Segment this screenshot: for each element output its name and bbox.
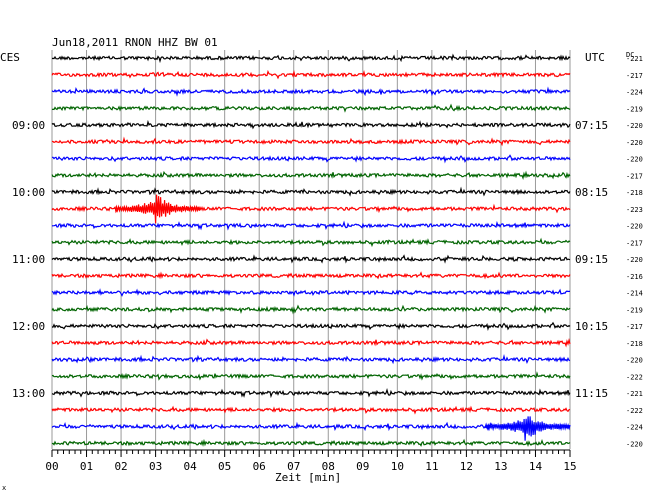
seismic-trace — [51, 119, 571, 130]
seismic-trace — [51, 220, 571, 231]
dc-offset-label: -221 — [626, 390, 643, 398]
x-tick-label: 08 — [322, 460, 335, 473]
seismic-trace — [52, 154, 571, 164]
x-axis-label: Zeit [min] — [275, 471, 341, 484]
seismic-trace — [51, 69, 571, 80]
dc-offset-label: -220 — [626, 223, 643, 231]
chart-title: Jun18,2011 RNON HHZ BW 01 — [52, 36, 218, 49]
dc-offset-label: -223 — [626, 206, 643, 214]
right-time-label: 09:15 — [575, 253, 608, 266]
dc-offset-label: -220 — [626, 122, 643, 130]
left-time-label: 12:00 — [12, 320, 45, 333]
dc-offset-label: -220 — [626, 440, 643, 448]
x-tick-label: 12 — [460, 460, 473, 473]
dc-offset-label: -222 — [626, 407, 643, 415]
right-time-label: 07:15 — [575, 119, 608, 132]
seismic-trace — [51, 103, 571, 113]
dc-offset-label: -217 — [626, 72, 643, 80]
dc-offset-label: -220 — [626, 139, 643, 147]
x-tick-label: 11 — [425, 460, 438, 473]
x-tick-label: 07 — [287, 460, 300, 473]
event-signal — [484, 416, 571, 441]
x-tick-label: 04 — [184, 460, 198, 473]
x-tick-label: 09 — [356, 460, 369, 473]
seismic-trace — [51, 338, 571, 348]
left-time-label: 09:00 — [12, 119, 45, 132]
x-tick-label: 05 — [218, 460, 231, 473]
dc-label: DC — [626, 51, 634, 59]
dc-offset-label: -224 — [626, 89, 643, 97]
dc-offset-label: -217 — [626, 239, 643, 247]
seismic-trace — [51, 170, 571, 180]
seismic-trace — [51, 353, 571, 365]
seismic-trace — [51, 421, 571, 432]
label-group: -221 -217 -224 -219 -220 -220 -220 -217 -218 -223… — [12, 55, 643, 448]
seismic-trace — [51, 388, 571, 399]
x-tick-label: 06 — [253, 460, 266, 473]
dc-offset-label: -216 — [626, 273, 643, 281]
dc-offset-label: -214 — [626, 290, 643, 298]
seismic-trace — [51, 405, 571, 415]
left-time-label: 10:00 — [12, 186, 45, 199]
seismic-trace — [51, 237, 571, 248]
x-tick-label: 14 — [529, 460, 543, 473]
right-timezone-label: UTC — [585, 51, 605, 64]
dc-offset-label: -220 — [626, 256, 643, 264]
seismic-trace — [51, 304, 571, 315]
seismic-trace — [51, 254, 571, 264]
dc-offset-label: -217 — [626, 323, 643, 331]
left-timezone-label: CES — [0, 51, 20, 64]
dc-offset-label: -220 — [626, 357, 643, 365]
dc-offset-label: -224 — [626, 424, 643, 432]
x-tick-label: 01 — [80, 460, 93, 473]
seismic-trace — [51, 186, 571, 197]
seismic-trace — [51, 53, 571, 64]
right-time-label: 08:15 — [575, 186, 608, 199]
x-tick-label: 13 — [494, 460, 507, 473]
dc-offset-label: -221 — [626, 55, 643, 63]
x-tick-label: 03 — [149, 460, 162, 473]
event-signal — [115, 194, 202, 224]
seismic-trace — [51, 438, 571, 448]
dc-offset-label: -219 — [626, 306, 643, 314]
right-time-label: 11:15 — [575, 387, 608, 400]
corner-mark: x — [2, 484, 6, 492]
dc-offset-label: -219 — [626, 105, 643, 113]
x-axis: 00 01 02 03 04 05 06 07 08 09 10 11 12 13 14 15 — [45, 449, 577, 473]
x-tick-label: 15 — [563, 460, 576, 473]
left-time-label: 11:00 — [12, 253, 45, 266]
grid-lines — [51, 50, 571, 450]
dc-offset-label: -218 — [626, 340, 643, 348]
dc-offset-label: -218 — [626, 189, 643, 197]
x-tick-label: 00 — [45, 460, 58, 473]
seismic-trace — [51, 288, 571, 297]
seismic-trace — [51, 321, 571, 331]
x-tick-label: 10 — [391, 460, 404, 473]
seismic-trace — [51, 271, 571, 280]
left-time-label: 13:00 — [12, 387, 45, 400]
dc-offset-label: -217 — [626, 172, 643, 180]
seismic-trace — [51, 371, 571, 381]
seismic-trace — [51, 86, 571, 97]
x-tick-label: 02 — [114, 460, 127, 473]
trace-group — [51, 53, 571, 448]
right-time-label: 10:15 — [575, 320, 608, 333]
seismic-trace — [51, 136, 571, 147]
dc-offset-label: -222 — [626, 373, 643, 381]
dc-offset-label: -220 — [626, 156, 643, 164]
